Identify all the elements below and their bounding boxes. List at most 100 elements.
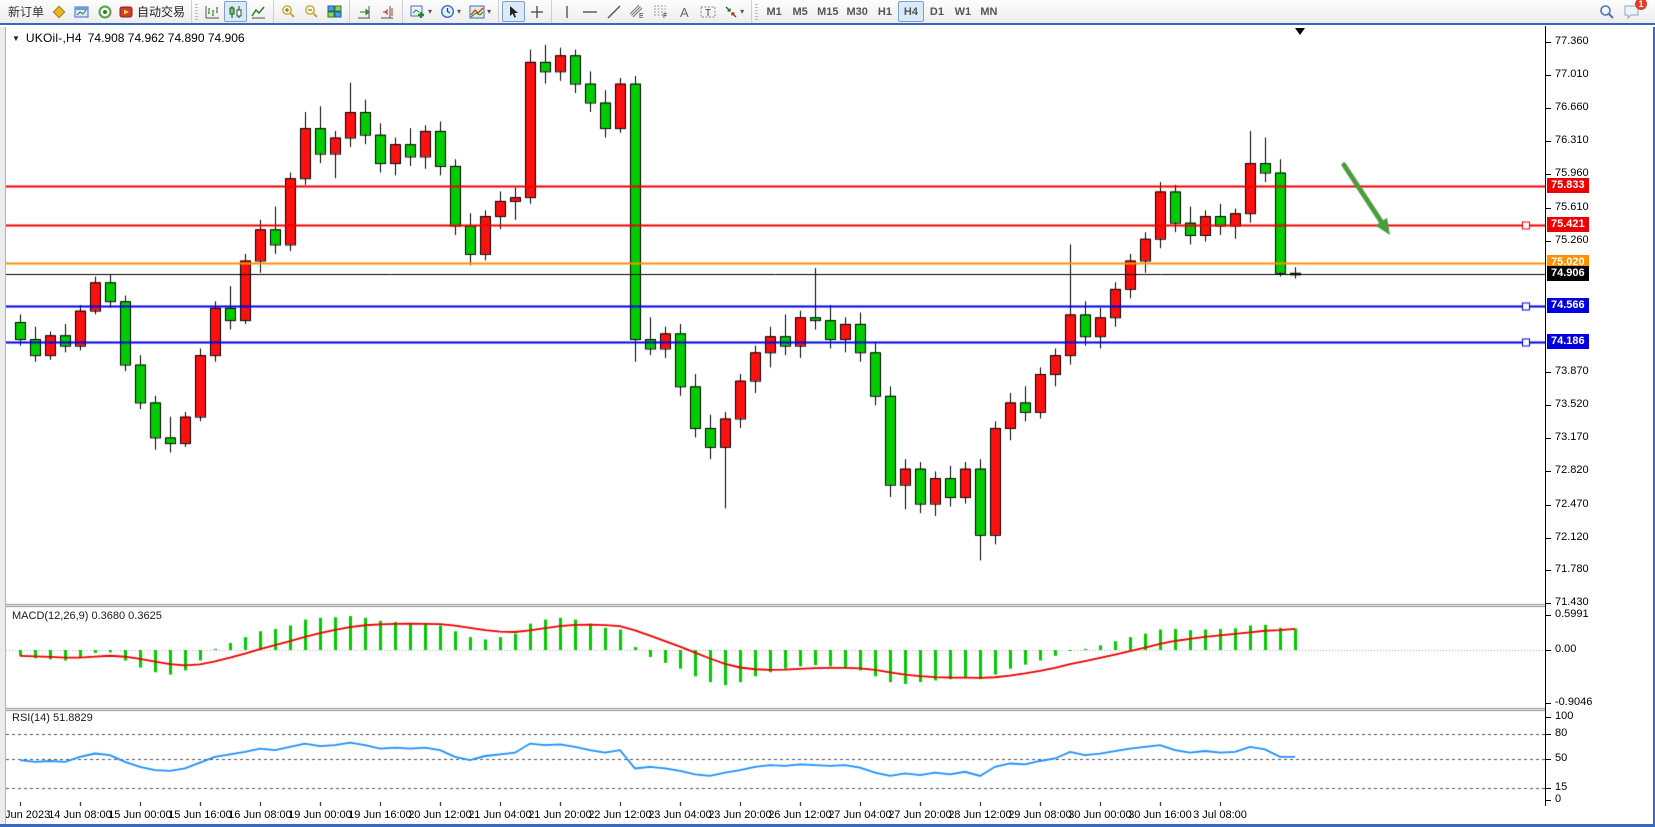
- time-axis-label: 19 Jun 16:00: [348, 809, 412, 821]
- svg-text:F: F: [663, 13, 667, 19]
- arrows-menu-icon[interactable]: ▾: [720, 1, 748, 22]
- timeframe-button-w1[interactable]: W1: [954, 5, 972, 18]
- toolbar-grip[interactable]: [755, 3, 759, 20]
- time-axis-label: 21 Jun 20:00: [528, 809, 592, 821]
- price-tick-label: 72.470: [1546, 497, 1589, 510]
- chart-title-bar[interactable]: ▼ UKOil-,H4 74.908 74.962 74.890 74.906: [12, 31, 245, 45]
- price-chart-canvas[interactable]: [6, 26, 1545, 806]
- auto-trading-label: 自动交易: [137, 5, 186, 19]
- timeframe-button-m1[interactable]: M1: [766, 5, 782, 18]
- toolbar-group-trade: 新订单 自动交易: [2, 0, 191, 23]
- price-tick-label: 73.870: [1546, 365, 1589, 378]
- text-label-icon[interactable]: T: [696, 1, 720, 22]
- timeframe-button-m30[interactable]: M30: [846, 5, 868, 18]
- rsi-axis-label: 80: [1545, 726, 1568, 739]
- toolbar-group-right: 1: [1592, 0, 1653, 23]
- autotrade-icon: [119, 6, 133, 17]
- toolbar-group-chart-type: [191, 0, 273, 23]
- rsi-indicator-label: RSI(14) 51.8829: [12, 712, 93, 724]
- chart-expand-icon[interactable]: ▼: [12, 33, 20, 43]
- window-left-edge: [0, 27, 6, 824]
- timeframe-button-d1[interactable]: D1: [929, 5, 944, 18]
- price-axis[interactable]: 77.360 77.010 76.660 76.310 75.960 75.610 75.2…: [1545, 26, 1653, 806]
- price-level-label: 74.566: [1547, 298, 1589, 314]
- time-axis-label: 13 Jun 2023: [6, 809, 51, 821]
- periods-icon[interactable]: ▾: [436, 1, 465, 22]
- toolbar-group-new: ▾ ▾ ▾: [402, 0, 498, 23]
- main-toolbar: 新订单 自动交易: [0, 0, 1655, 25]
- line-chart-icon[interactable]: [247, 1, 270, 22]
- time-axis-label: 20 Jun 12:00: [408, 809, 472, 821]
- price-tick-label: 75.260: [1546, 233, 1589, 246]
- time-axis-label: 30 Jun 16:00: [1128, 809, 1192, 821]
- toolbar-group-scroll: [349, 0, 402, 23]
- price-level-label: 74.906: [1547, 266, 1589, 282]
- new-chart-icon[interactable]: ▾: [406, 1, 436, 22]
- templates-icon[interactable]: ▾: [465, 1, 495, 22]
- chat-icon[interactable]: 1: [1619, 0, 1647, 22]
- price-tick-label: 71.430: [1546, 595, 1589, 608]
- timeframe-button-h1[interactable]: H1: [877, 5, 892, 18]
- toolbar-grip[interactable]: [195, 3, 199, 20]
- timeframe-button-h4[interactable]: H4: [897, 1, 924, 22]
- timeframe-button-m15[interactable]: M15: [817, 5, 839, 18]
- price-tick-label: 73.520: [1546, 398, 1589, 411]
- toolbar-group-cursor: [498, 0, 551, 23]
- tile-windows-icon[interactable]: [323, 1, 346, 22]
- time-axis-label: 30 Jun 00:00: [1068, 809, 1132, 821]
- zoom-in-icon[interactable]: [277, 1, 300, 22]
- chart-ohlc-values: 74.908 74.962 74.890 74.906: [87, 31, 245, 45]
- time-axis-label: 14 Jun 08:00: [48, 809, 112, 821]
- time-axis-label: 28 Jun 12:00: [948, 809, 1012, 821]
- price-level-label: 74.186: [1547, 334, 1589, 350]
- price-tick-label: 72.120: [1546, 530, 1589, 543]
- time-axis-label: 22 Jun 12:00: [588, 809, 652, 821]
- time-axis-label: 21 Jun 04:00: [468, 809, 532, 821]
- time-axis-label: 23 Jun 04:00: [648, 809, 712, 821]
- new-order-label: 新订单: [8, 5, 45, 19]
- chart-shift-marker[interactable]: [1295, 28, 1305, 35]
- channel-icon[interactable]: E: [625, 1, 649, 22]
- chat-badge: 1: [1635, 0, 1647, 10]
- chart-shift-icon[interactable]: [376, 1, 399, 22]
- price-tick-label: 75.960: [1546, 167, 1589, 180]
- search-icon[interactable]: [1595, 1, 1619, 22]
- svg-text:A: A: [680, 5, 689, 19]
- time-axis-label: 27 Jun 20:00: [888, 809, 952, 821]
- symbols-icon[interactable]: [47, 1, 70, 22]
- fibonacci-icon[interactable]: F: [649, 1, 673, 22]
- community-icon[interactable]: [93, 1, 116, 22]
- cursor-icon[interactable]: [502, 1, 526, 22]
- time-axis-label: 29 Jun 08:00: [1008, 809, 1072, 821]
- window-bottom-edge: [0, 824, 1655, 827]
- crosshair-icon[interactable]: [525, 1, 548, 22]
- zoom-out-icon[interactable]: [300, 1, 323, 22]
- price-tick-label: 73.170: [1546, 431, 1589, 444]
- rsi-axis-label: 15: [1545, 780, 1568, 793]
- auto-scroll-icon[interactable]: [353, 1, 376, 22]
- price-tick-label: 77.010: [1546, 68, 1589, 81]
- price-tick-label: 76.660: [1546, 101, 1589, 114]
- price-tick-label: 76.310: [1546, 134, 1589, 147]
- candle-chart-icon[interactable]: [224, 1, 248, 22]
- vertical-line-icon[interactable]: [555, 1, 578, 22]
- timeframe-button-m5[interactable]: M5: [792, 5, 808, 18]
- svg-text:T: T: [705, 8, 711, 19]
- auto-trading-button[interactable]: 自动交易: [116, 1, 188, 22]
- time-axis-label: 16 Jun 08:00: [228, 809, 292, 821]
- time-axis-label: 15 Jun 16:00: [168, 809, 232, 821]
- time-axis-label: 27 Jun 04:00: [828, 809, 892, 821]
- text-icon[interactable]: A: [673, 1, 696, 22]
- bar-chart-icon[interactable]: [201, 1, 224, 22]
- dropdown-caret: ▾: [740, 7, 745, 16]
- new-order-button[interactable]: 新订单: [5, 1, 47, 22]
- time-axis-label: 26 Jun 12:00: [768, 809, 832, 821]
- price-tick-label: 71.780: [1546, 562, 1589, 575]
- charts-window-icon[interactable]: [70, 1, 93, 22]
- timeframe-button-mn[interactable]: MN: [980, 5, 998, 18]
- macd-axis-label: 0.00: [1545, 643, 1577, 655]
- horizontal-line-icon[interactable]: [578, 1, 602, 22]
- trendline-icon[interactable]: [602, 1, 625, 22]
